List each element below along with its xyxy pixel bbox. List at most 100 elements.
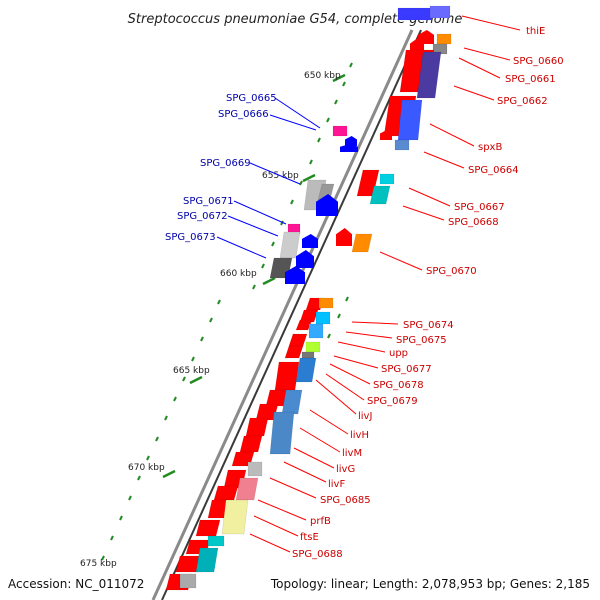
scale-tick bbox=[128, 495, 132, 501]
gene-label: SPG_0669 bbox=[200, 158, 251, 169]
gene-label: SPG_0662 bbox=[497, 96, 548, 107]
scale-label: 675 kbp bbox=[80, 559, 117, 569]
scale-label: 670 kbp bbox=[128, 463, 165, 473]
forward-gene bbox=[245, 417, 269, 437]
gene-label: SPG_0679 bbox=[367, 396, 418, 407]
gene-label: prfB bbox=[310, 516, 331, 527]
gene-label: SPG_0673 bbox=[165, 232, 216, 243]
scale-major-tick bbox=[189, 375, 203, 385]
forward-gene bbox=[235, 477, 259, 501]
gene-label: SPG_0685 bbox=[320, 495, 371, 506]
gene-label: thiE bbox=[526, 26, 545, 37]
label-leader bbox=[216, 236, 267, 259]
scale-label: 665 kbp bbox=[173, 366, 210, 376]
label-leader bbox=[315, 379, 357, 415]
label-leader bbox=[249, 162, 301, 185]
forward-gene bbox=[281, 389, 303, 415]
scale-tick bbox=[349, 62, 353, 68]
label-leader bbox=[429, 123, 475, 147]
forward-gene bbox=[284, 345, 304, 359]
forward-gene bbox=[239, 435, 263, 453]
gene-label: SPG_0668 bbox=[448, 217, 499, 228]
reverse-gene bbox=[302, 234, 318, 248]
gene-label: SPG_0665 bbox=[226, 93, 277, 104]
reverse-gene bbox=[397, 7, 433, 21]
map-title: Streptococcus pneumoniae G54, complete g… bbox=[128, 12, 463, 27]
label-leader bbox=[458, 57, 501, 79]
forward-gene bbox=[379, 173, 395, 185]
label-leader bbox=[269, 114, 317, 131]
gene-label: spxB bbox=[478, 142, 502, 153]
forward-gene bbox=[221, 499, 249, 535]
scale-tick bbox=[327, 333, 331, 339]
gene-label: SPG_0664 bbox=[468, 165, 519, 176]
reverse-gene bbox=[340, 144, 358, 152]
scale-tick bbox=[326, 117, 330, 123]
label-leader bbox=[337, 341, 386, 353]
reverse-gene bbox=[429, 5, 451, 19]
reverse-gene bbox=[287, 223, 301, 235]
forward-gene bbox=[247, 461, 263, 477]
label-leader bbox=[227, 215, 279, 237]
forward-gene bbox=[394, 139, 410, 151]
forward-gene bbox=[274, 361, 300, 391]
gene-label: SPG_0660 bbox=[513, 56, 564, 67]
forward-gene bbox=[305, 341, 321, 353]
gene-label: SPG_0688 bbox=[292, 549, 343, 560]
gene-labels: thiE SPG_0660 SPG_0661 SPG_0662 spxB SPG_0664… bbox=[165, 26, 564, 560]
scale-tick bbox=[217, 299, 221, 305]
gene-label: ftsE bbox=[300, 532, 319, 543]
forward-gene bbox=[318, 297, 334, 309]
scale-tick bbox=[200, 336, 204, 342]
gene-label: SPG_0670 bbox=[426, 266, 477, 277]
forward-gene bbox=[351, 233, 373, 253]
scale-major-tick bbox=[302, 173, 316, 183]
scale-major-tick bbox=[332, 73, 346, 83]
forward-gene bbox=[369, 185, 391, 205]
label-leader bbox=[309, 409, 349, 435]
scale-tick bbox=[280, 220, 284, 226]
label-leader bbox=[257, 499, 307, 521]
label-leader bbox=[325, 373, 365, 401]
scale-major-tick bbox=[162, 469, 176, 479]
label-leader bbox=[299, 427, 341, 453]
backbone-inner bbox=[161, 29, 422, 600]
scale-tick bbox=[290, 199, 294, 205]
forward-gene bbox=[301, 351, 315, 359]
label-leader bbox=[453, 85, 495, 101]
label-leader bbox=[333, 355, 379, 369]
gene-label: upp bbox=[389, 348, 408, 359]
scale-tick bbox=[191, 356, 195, 362]
gene-label: SPG_0672 bbox=[177, 211, 228, 222]
forward-gene bbox=[295, 319, 313, 331]
forward-gene bbox=[397, 99, 423, 141]
gene-label: SPG_0677 bbox=[381, 364, 432, 375]
forward-gene bbox=[336, 228, 352, 246]
forward-gene bbox=[288, 333, 308, 347]
forward-gene bbox=[436, 33, 452, 45]
gene-label: livG bbox=[336, 464, 355, 475]
label-leader bbox=[402, 205, 445, 221]
gene-label: SPG_0667 bbox=[454, 202, 505, 213]
scale-tick bbox=[110, 535, 114, 541]
label-leader bbox=[283, 461, 327, 483]
scale-tick bbox=[209, 317, 213, 323]
scale-tick bbox=[342, 81, 346, 87]
scale-tick bbox=[317, 137, 321, 143]
label-leader bbox=[249, 533, 291, 553]
backbone-outer bbox=[151, 29, 414, 600]
scale-tick bbox=[261, 263, 265, 269]
label-leader bbox=[329, 363, 371, 385]
label-leader bbox=[463, 47, 511, 61]
scale-tick bbox=[252, 284, 256, 290]
label-leader bbox=[461, 15, 521, 31]
label-leader bbox=[274, 97, 321, 129]
label-leader bbox=[345, 331, 393, 339]
label-leader bbox=[423, 151, 465, 169]
gene-label: livH bbox=[350, 430, 369, 441]
scale-tick bbox=[309, 159, 313, 165]
gene-label: livF bbox=[328, 479, 345, 490]
scale-ticks bbox=[101, 62, 353, 561]
label-leader bbox=[351, 321, 399, 325]
